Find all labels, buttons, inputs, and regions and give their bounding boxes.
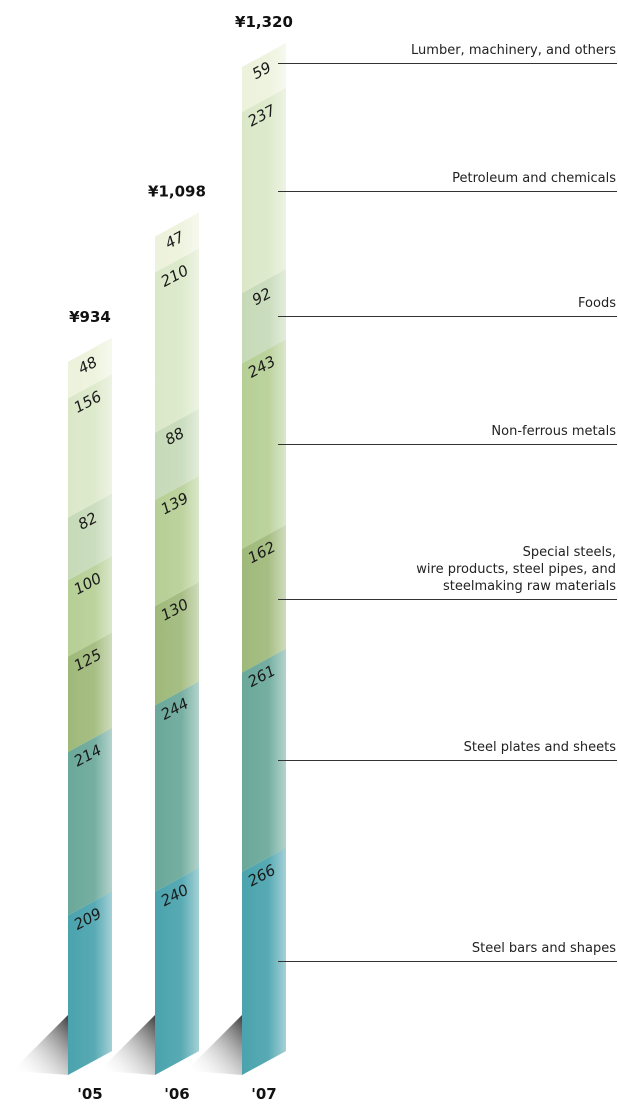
bar-shade-2-0 — [242, 847, 286, 1075]
shadow-2 — [190, 1015, 242, 1075]
legend-label-0: Steel bars and shapes — [472, 941, 616, 956]
bar-shade-2-2 — [242, 524, 286, 673]
bar-shade-2-4 — [242, 269, 286, 364]
bar-shade-0-0 — [68, 891, 112, 1075]
year-label-0: '05 — [77, 1085, 102, 1103]
bar-shade-0-5 — [68, 374, 112, 518]
legend-label-4: Foods — [578, 296, 616, 311]
shadow-0 — [16, 1015, 68, 1075]
legend-label-2: Special steels, — [523, 545, 616, 560]
bar-shade-0-3 — [68, 556, 112, 657]
legend-label-6: Lumber, machinery, and others — [411, 43, 616, 58]
year-label-1: '06 — [164, 1085, 189, 1103]
total-label-2: ¥1,320 — [235, 13, 293, 31]
bar-shade-0-2 — [68, 632, 112, 752]
bar-shade-2-1 — [242, 648, 286, 872]
legend-label-3: Non-ferrous metals — [491, 424, 616, 439]
legend-label-5: Petroleum and chemicals — [452, 171, 616, 186]
bar-shade-1-5 — [155, 248, 199, 433]
legend-label-2: steelmaking raw materials — [443, 579, 616, 594]
bar-shade-0-4 — [68, 493, 112, 581]
bar-shade-1-3 — [155, 475, 199, 607]
bar-shade-1-2 — [155, 582, 199, 706]
total-labels: ¥934 ¥1,098 ¥1,320 — [69, 13, 293, 326]
bar-shade-2-5 — [242, 88, 286, 294]
bar-shade-0-6 — [68, 337, 112, 399]
bar-shade-0-1 — [68, 727, 112, 916]
bar-shade-1-6 — [155, 212, 199, 273]
shadow-1 — [103, 1015, 155, 1075]
bar-shadows — [16, 1015, 242, 1075]
legend: Steel bars and shapes Steel plates and sh… — [278, 43, 617, 962]
bar-shade-2-6 — [242, 43, 286, 113]
total-label-1: ¥1,098 — [148, 183, 206, 201]
bar-shade-1-4 — [155, 408, 199, 500]
bar-shade-2-3 — [242, 339, 286, 549]
total-label-0: ¥934 — [69, 308, 111, 326]
legend-label-2: wire products, steel pipes, and — [416, 562, 616, 577]
bars: 2092141251008215648240244130139882104726… — [68, 43, 286, 1075]
year-labels: '05 '06 '07 — [77, 1085, 276, 1103]
legend-label-1: Steel plates and sheets — [464, 740, 617, 755]
year-label-2: '07 — [251, 1085, 276, 1103]
bar-shade-1-1 — [155, 681, 199, 892]
bar-shade-1-0 — [155, 867, 199, 1075]
